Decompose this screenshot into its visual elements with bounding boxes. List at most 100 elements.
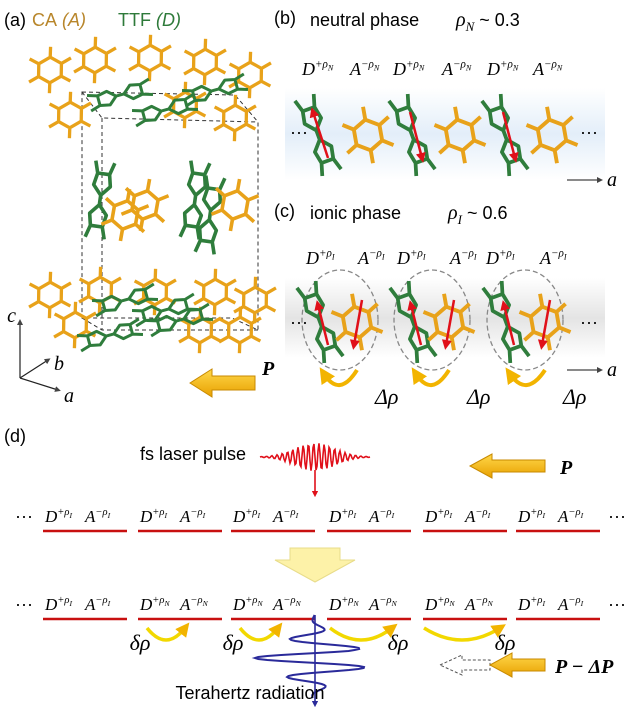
text-part: −ρ (551, 247, 565, 259)
text-part: TTF (118, 10, 151, 30)
molecule-label: A−ρI (464, 507, 491, 526)
text-part: A (368, 507, 380, 526)
polarization-label: P − ΔP (554, 656, 614, 678)
axis-arrow (20, 360, 48, 378)
text-part: +ρ (57, 595, 69, 606)
text-part: −ρ (453, 58, 467, 70)
text-part: +ρ (245, 507, 257, 518)
legend-entry: TTF(D) (118, 10, 181, 30)
text-part: −ρ (475, 595, 487, 606)
ca-molecule (219, 46, 281, 104)
text-part: D (396, 248, 410, 268)
molecule-label: D+ρN (232, 595, 263, 614)
text-part: I (473, 253, 478, 262)
molecule-label: A−ρI (357, 247, 386, 268)
text-part: +ρ (437, 595, 449, 606)
molecule-label: A−ρN (441, 58, 472, 79)
panel-label: (b) (274, 8, 296, 28)
text-part: N (163, 599, 170, 608)
text-part: N (327, 64, 334, 73)
molecule-label: A−ρI (539, 247, 568, 268)
text-part: −ρ (568, 507, 580, 518)
text-part: D (424, 507, 438, 526)
molecule-label: D+ρN (392, 58, 425, 79)
charge-transfer-arrow (324, 370, 357, 385)
text-part: I (580, 599, 584, 608)
text-part: +ρ (341, 507, 353, 518)
molecule-label: D+ρI (517, 595, 545, 614)
text-part: D (424, 595, 438, 614)
text-part: +ρ (500, 58, 514, 70)
text-part: ~ 0.3 (474, 10, 520, 30)
text-part: −ρ (568, 595, 580, 606)
text-part: +ρ (319, 247, 333, 259)
text-part: A (272, 507, 284, 526)
text-part: I (511, 253, 516, 262)
text-part: A (557, 595, 569, 614)
text-part: A (84, 507, 96, 526)
molecule-label: D+ρN (328, 595, 359, 614)
polarization-arrow (190, 369, 255, 397)
ellipsis: ··· (290, 312, 308, 332)
text-part: A (84, 595, 96, 614)
text-part: +ρ (437, 507, 449, 518)
text-part: I (541, 599, 545, 608)
text-part: N (512, 64, 519, 73)
text-part: N (391, 599, 398, 608)
ca-molecule (64, 31, 126, 89)
text-part: +ρ (530, 507, 542, 518)
text-part: −ρ (369, 247, 383, 259)
polarization-arrow (470, 454, 545, 478)
ellipsis: ··· (608, 594, 626, 614)
charge-transfer-label: Δρ (374, 384, 398, 409)
text-part: I (487, 511, 491, 520)
text-part: I (295, 511, 299, 520)
text-part: I (448, 511, 452, 520)
text-part: +ρ (57, 507, 69, 518)
text-part: +ρ (499, 247, 513, 259)
ca-molecule (119, 29, 181, 87)
molecule-label: A−ρI (368, 507, 395, 526)
text-part: D (44, 595, 58, 614)
text-part: −ρ (544, 58, 558, 70)
ellipsis: ··· (608, 506, 626, 526)
text-part: I (107, 511, 111, 520)
text-part: +ρ (406, 58, 420, 70)
axis-label: a (607, 359, 617, 381)
ca-molecule (174, 33, 236, 91)
molecule-label: D+ρI (485, 247, 516, 268)
text-part: N (256, 599, 263, 608)
text-part: (D) (156, 10, 181, 30)
text-part: D (301, 59, 315, 79)
polarization-arrow (440, 655, 490, 675)
molecule-label: D+ρI (424, 507, 452, 526)
molecule-label: D+ρN (424, 595, 455, 614)
molecule-label: D+ρN (301, 58, 334, 79)
ca-molecule (204, 89, 266, 147)
molecule-label: D+ρI (44, 507, 72, 526)
molecule-label: A−ρI (84, 507, 111, 526)
rho-label: ρI ~ 0.6 (447, 202, 508, 227)
phase-title: ionic phase (310, 203, 401, 223)
text-part: D (44, 507, 58, 526)
legend-entry: CA(A) (32, 10, 86, 30)
transfer-label: δρ (388, 630, 409, 655)
molecule-label: A−ρN (532, 58, 563, 79)
text-part: A (464, 595, 476, 614)
molecule-label: A−ρN (349, 58, 380, 79)
molecule-label: D+ρI (232, 507, 260, 526)
transfer-label: δρ (223, 630, 244, 655)
text-part: +ρ (152, 507, 164, 518)
ca-molecule (69, 261, 131, 319)
text-part: A (368, 595, 380, 614)
text-part: D (139, 595, 153, 614)
text-part: −ρ (190, 595, 202, 606)
text-part: A (464, 507, 476, 526)
text-part: N (295, 599, 302, 608)
text-part: N (556, 64, 563, 73)
text-part: I (422, 253, 427, 262)
molecule-label: D+ρI (517, 507, 545, 526)
text-part: +ρ (530, 595, 542, 606)
ellipsis: ··· (15, 594, 33, 614)
text-part: I (580, 511, 584, 520)
